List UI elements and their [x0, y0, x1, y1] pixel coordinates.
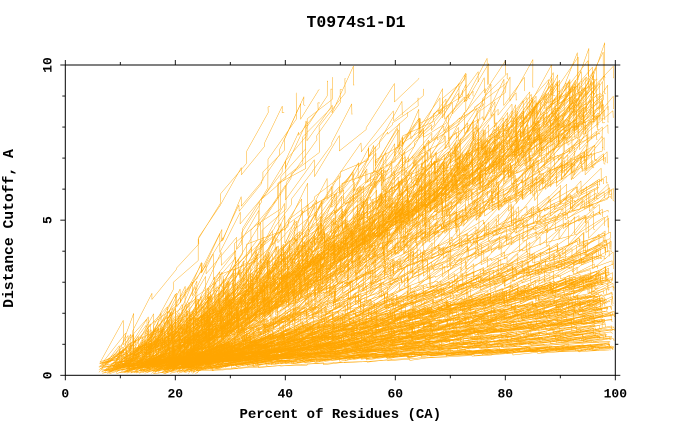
svg-text:100: 100 — [604, 386, 628, 401]
svg-text:Distance Cutoff, A: Distance Cutoff, A — [2, 149, 18, 308]
svg-text:10: 10 — [40, 57, 55, 73]
svg-text:Percent of Residues (CA): Percent of Residues (CA) — [239, 407, 441, 423]
svg-text:60: 60 — [387, 386, 403, 401]
svg-text:80: 80 — [497, 386, 513, 401]
svg-text:T0974s1-D1: T0974s1-D1 — [306, 13, 405, 32]
svg-text:5: 5 — [40, 216, 55, 224]
svg-text:0: 0 — [40, 371, 55, 379]
svg-text:0: 0 — [61, 386, 69, 401]
svg-text:40: 40 — [277, 386, 293, 401]
svg-text:20: 20 — [167, 386, 183, 401]
